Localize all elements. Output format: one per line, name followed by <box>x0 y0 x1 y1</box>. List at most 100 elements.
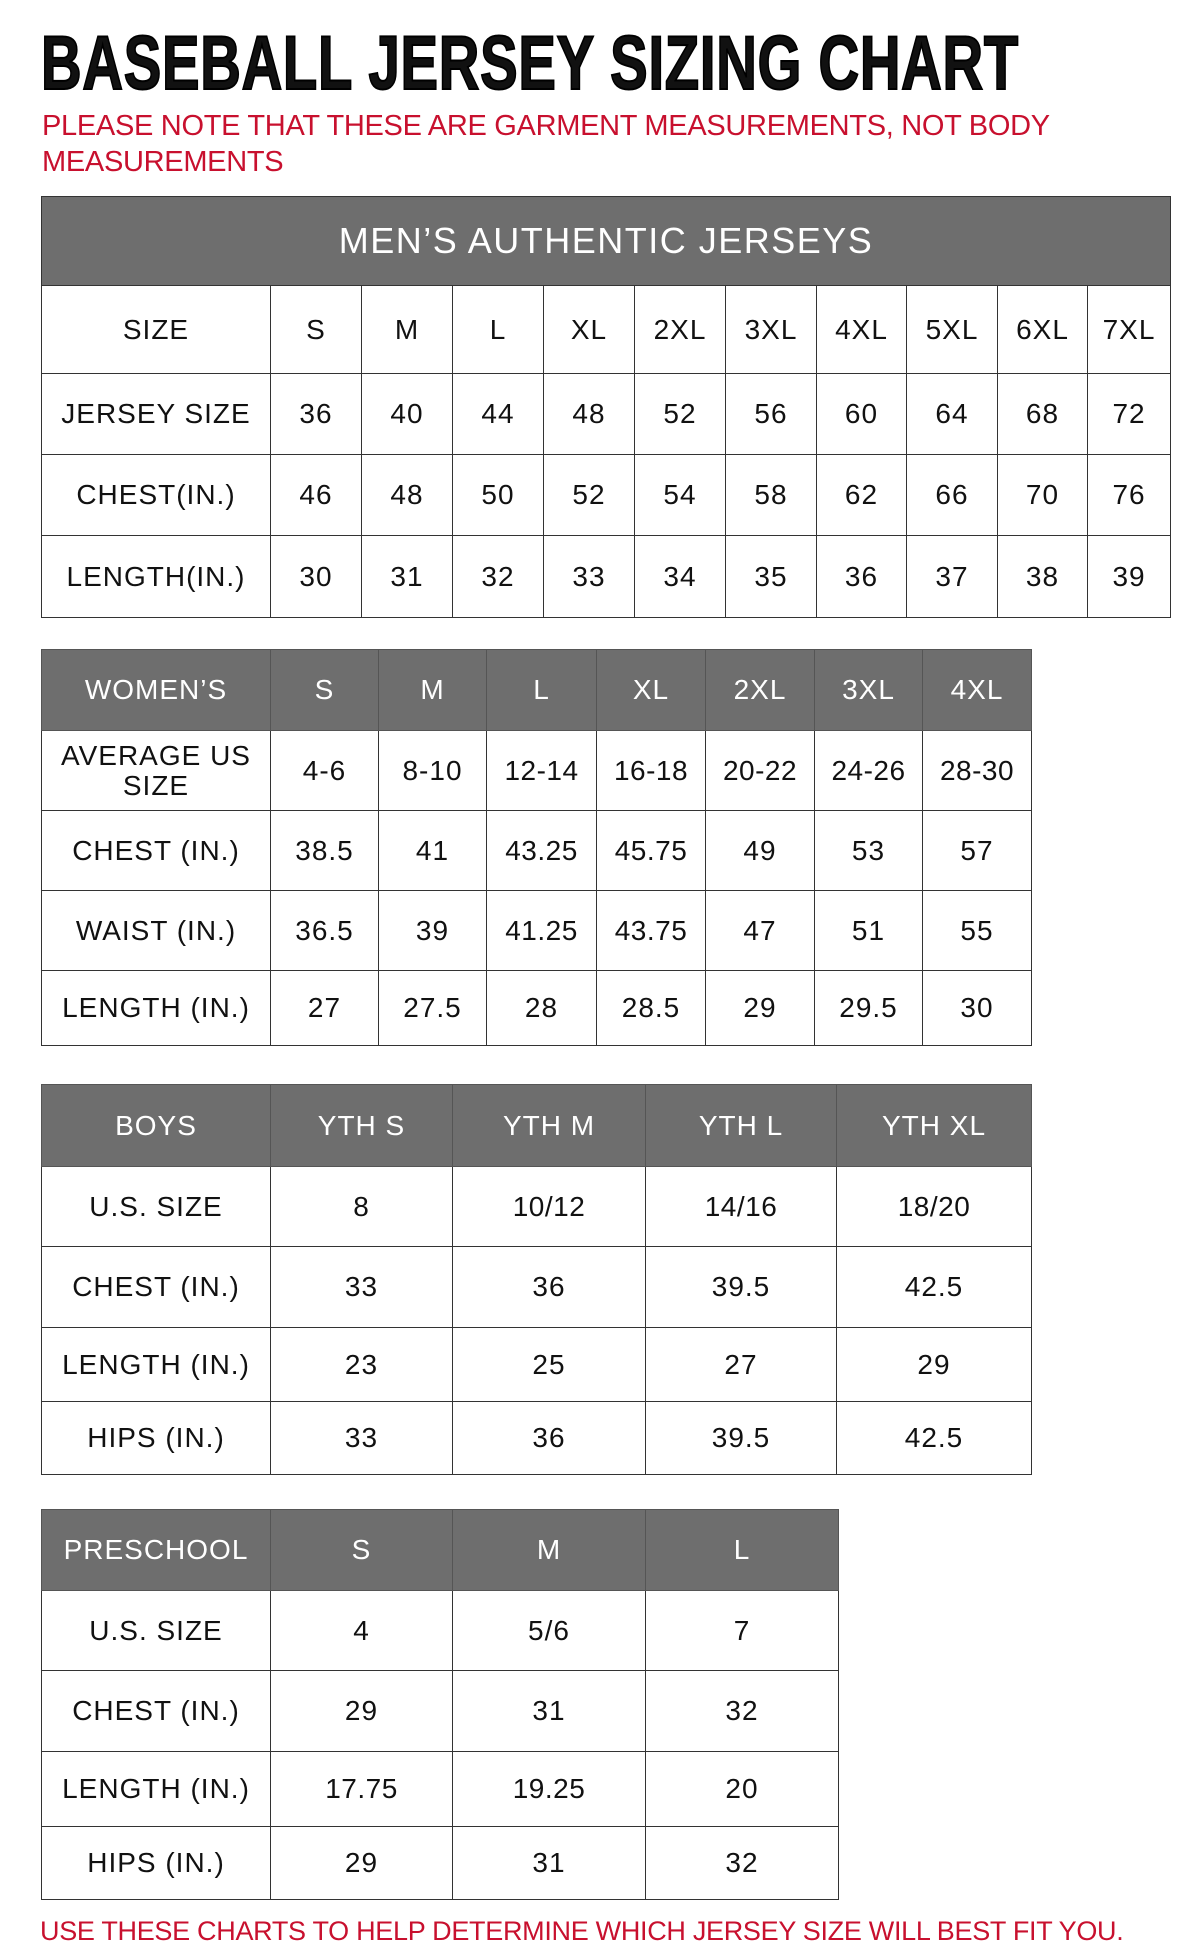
measurement-value: 41 <box>378 810 487 891</box>
measurement-value: 49 <box>705 810 815 891</box>
measurement-value: 42.5 <box>836 1401 1032 1475</box>
measurement-value: 57 <box>922 810 1032 891</box>
table-row: LENGTH(IN.) 30 31 32 33 34 35 36 37 38 39 <box>41 535 1172 618</box>
size-column-header: S <box>270 1509 453 1591</box>
measurement-value: 31 <box>361 535 453 618</box>
measurement-value: 4-6 <box>270 730 379 811</box>
measurement-value: 55 <box>922 890 1032 971</box>
table-row: LENGTH (IN.) 17.75 19.25 20 <box>41 1751 839 1827</box>
measurement-value: 44 <box>452 373 544 455</box>
table-row: WAIST (IN.) 36.5 39 41.25 43.75 47 51 55 <box>41 890 1032 971</box>
preschool-size-table: PRESCHOOL S M L U.S. SIZE 4 5/6 7 CHEST (IN.) 29 3… <box>41 1509 839 1900</box>
measurement-value: 33 <box>270 1246 453 1328</box>
measurement-value: 17.75 <box>270 1751 453 1827</box>
size-column-header: M <box>378 649 487 731</box>
size-column-header: S <box>270 649 379 731</box>
size-column-header: YTH M <box>452 1084 646 1167</box>
measurement-value: 24-26 <box>814 730 923 811</box>
size-column-header: S <box>270 285 362 374</box>
table-row: HIPS (IN.) 33 36 39.5 42.5 <box>41 1401 1032 1475</box>
table-row: JERSEY SIZE 36 40 44 48 52 56 60 64 68 72 <box>41 373 1172 455</box>
table-row: LENGTH (IN.) 27 27.5 28 28.5 29 29.5 30 <box>41 970 1032 1046</box>
measurement-value: 42.5 <box>836 1246 1032 1328</box>
measurement-value: 37 <box>906 535 998 618</box>
measurement-label: HIPS (IN.) <box>41 1826 271 1900</box>
measurement-label: LENGTH(IN.) <box>41 535 271 618</box>
table-row: LENGTH (IN.) 23 25 27 29 <box>41 1327 1032 1402</box>
measurement-value: 29.5 <box>814 970 923 1046</box>
measurement-value: 53 <box>814 810 923 891</box>
page-title: BASEBALL JERSEY SIZING CHART <box>40 21 1019 106</box>
measurement-value: 29 <box>836 1327 1032 1402</box>
measurement-label: HIPS (IN.) <box>41 1401 271 1475</box>
header-row: SIZE S M L XL 2XL 3XL 4XL 5XL 6XL 7XL <box>41 285 1172 374</box>
measurement-value: 60 <box>816 373 907 455</box>
measurement-value: 33 <box>543 535 635 618</box>
table-row: CHEST(IN.) 46 48 50 52 54 58 62 66 70 76 <box>41 454 1172 536</box>
measurement-label: U.S. SIZE <box>41 1590 271 1671</box>
measurement-value: 4 <box>270 1590 453 1671</box>
measurement-label: LENGTH (IN.) <box>41 970 271 1046</box>
measurement-value: 30 <box>270 535 362 618</box>
measurement-value: 32 <box>452 535 544 618</box>
measurement-value: 52 <box>543 454 635 536</box>
measurement-label: LENGTH (IN.) <box>41 1751 271 1827</box>
measurement-value: 32 <box>645 1670 839 1752</box>
measurement-value: 39.5 <box>645 1401 837 1475</box>
measurement-value: 36 <box>452 1246 646 1328</box>
size-column-header: 4XL <box>922 649 1032 731</box>
measurement-value: 19.25 <box>452 1751 646 1827</box>
measurement-value: 18/20 <box>836 1166 1032 1247</box>
measurement-value: 47 <box>705 890 815 971</box>
measurement-value: 8 <box>270 1166 453 1247</box>
measurement-value: 8-10 <box>378 730 487 811</box>
size-column-header: L <box>645 1509 839 1591</box>
measurement-value: 64 <box>906 373 998 455</box>
table-row: U.S. SIZE 4 5/6 7 <box>41 1590 839 1671</box>
measurement-value: 36.5 <box>270 890 379 971</box>
measurement-value: 14/16 <box>645 1166 837 1247</box>
measurement-label: CHEST (IN.) <box>41 810 271 891</box>
measurement-value: 52 <box>634 373 726 455</box>
measurement-value: 48 <box>543 373 635 455</box>
measurement-value: 5/6 <box>452 1590 646 1671</box>
table-row: CHEST (IN.) 29 31 32 <box>41 1670 839 1752</box>
garment-note: PLEASE NOTE THAT THESE ARE GARMENT MEASU… <box>42 110 1050 178</box>
measurement-value: 29 <box>705 970 815 1046</box>
measurement-value: 66 <box>906 454 998 536</box>
measurement-value: 72 <box>1086 373 1172 455</box>
row-header-label: BOYS <box>41 1084 271 1167</box>
measurement-value: 31 <box>452 1826 646 1900</box>
measurement-value: 70 <box>997 454 1088 536</box>
size-column-header: 5XL <box>906 285 998 374</box>
measurement-value: 28-30 <box>922 730 1032 811</box>
size-column-header: 4XL <box>816 285 907 374</box>
size-column-header: M <box>361 285 453 374</box>
size-column-header: 2XL <box>634 285 726 374</box>
measurement-value: 38.5 <box>270 810 379 891</box>
measurement-value: 25 <box>452 1327 646 1402</box>
measurement-value: 51 <box>814 890 923 971</box>
measurement-value: 40 <box>361 373 453 455</box>
table-banner: MEN’S AUTHENTIC JERSEYS <box>40 196 1172 286</box>
measurement-value: 39 <box>378 890 487 971</box>
measurement-value: 28 <box>486 970 597 1046</box>
table-row: CHEST (IN.) 33 36 39.5 42.5 <box>41 1246 1032 1328</box>
size-column-header: YTH S <box>270 1084 453 1167</box>
size-column-header: YTH XL <box>836 1084 1032 1167</box>
measurement-value: 12-14 <box>486 730 597 811</box>
measurement-value: 45.75 <box>596 810 706 891</box>
boys-size-table: BOYS YTH S YTH M YTH L YTH XL U.S. SIZE 8 10/12… <box>41 1084 1032 1475</box>
measurement-value: 62 <box>816 454 907 536</box>
row-header-label: WOMEN’S <box>41 649 271 731</box>
measurement-value: 36 <box>270 373 362 455</box>
measurement-value: 32 <box>645 1826 839 1900</box>
table-row: CHEST (IN.) 38.5 41 43.25 45.75 49 53 57 <box>41 810 1032 891</box>
measurement-value: 27.5 <box>378 970 487 1046</box>
header-row: BOYS YTH S YTH M YTH L YTH XL <box>41 1084 1032 1167</box>
measurement-value: 34 <box>634 535 726 618</box>
measurement-value: 50 <box>452 454 544 536</box>
size-column-header: XL <box>596 649 706 731</box>
size-column-header: 3XL <box>814 649 923 731</box>
measurement-value: 27 <box>645 1327 837 1402</box>
